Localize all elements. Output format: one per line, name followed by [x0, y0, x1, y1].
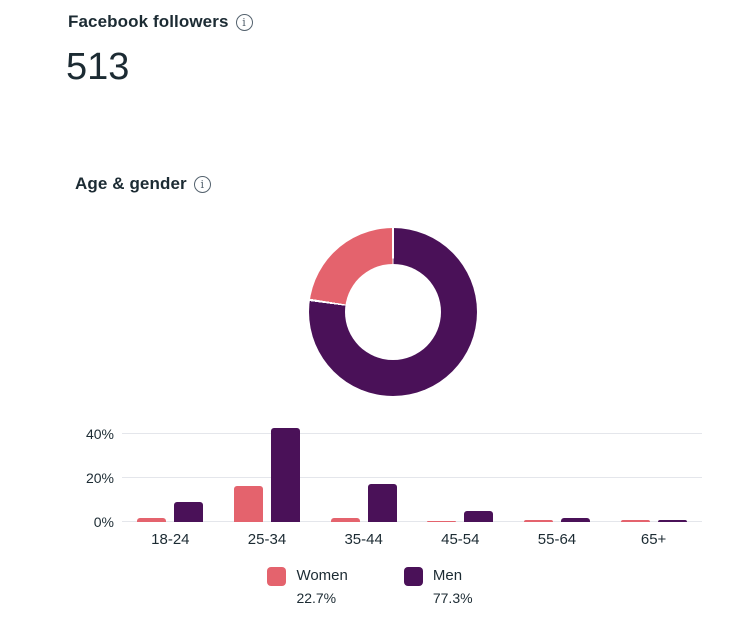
gridline-0 — [122, 521, 702, 522]
legend-text: Women 22.7% — [296, 566, 347, 607]
followers-header: Facebook followers i — [68, 12, 253, 32]
y-axis-tick-20: 20% — [85, 470, 114, 486]
donut-hole — [345, 264, 441, 360]
age-gender-title: Age & gender — [75, 174, 187, 193]
x-axis-label-18-24: 18-24 — [151, 531, 190, 548]
y-axis-tick-0: 0% — [93, 514, 114, 530]
bar-women-35-44[interactable] — [330, 517, 360, 522]
y-axis-tick-40: 40% — [85, 426, 114, 442]
bar-women-55-64[interactable] — [523, 520, 553, 522]
bar-women-65+[interactable] — [620, 520, 650, 522]
followers-title: Facebook followers — [68, 12, 229, 31]
bar-group-35-44 — [316, 483, 412, 522]
legend-percentage: 22.7% — [296, 590, 337, 606]
x-axis-label-35-44: 35-44 — [344, 531, 383, 548]
bar-men-55-64[interactable] — [560, 517, 590, 522]
bar-men-18-24[interactable] — [174, 502, 204, 522]
bar-group-55-64 — [509, 517, 605, 522]
legend-item-women: Women 22.7% — [267, 566, 348, 607]
legend-label: Men — [432, 567, 463, 584]
legend-percentage: 77.3% — [432, 590, 473, 606]
x-axis-labels: 18-24 25-34 35-44 45-54 55-64 65+ — [122, 531, 702, 548]
bar-men-25-34[interactable] — [270, 427, 300, 522]
bar-women-18-24[interactable] — [137, 517, 167, 522]
bar-women-25-34[interactable] — [233, 485, 263, 522]
bar-group-65+ — [606, 519, 702, 522]
followers-count: 513 — [66, 46, 130, 88]
bar-plot-groups — [122, 423, 702, 522]
legend-swatch-men — [403, 567, 423, 586]
bar-women-45-54[interactable] — [427, 520, 457, 522]
age-gender-bar-chart — [122, 423, 702, 522]
bar-men-65+[interactable] — [657, 519, 687, 522]
x-axis-label-45-54: 45-54 — [441, 531, 480, 548]
bar-men-35-44[interactable] — [367, 483, 397, 522]
legend-label: Women — [296, 567, 348, 584]
age-gender-header: Age & gender i — [75, 174, 211, 194]
legend-item-men: Men 77.3% — [403, 566, 473, 607]
gridline-40 — [122, 433, 702, 434]
legend-text: Men 77.3% — [433, 566, 473, 607]
x-axis-label-25-34: 25-34 — [247, 531, 287, 548]
chart-legend: Women 22.7% Men 77.3% — [0, 566, 740, 607]
x-axis-label-55-64: 55-64 — [537, 531, 577, 548]
x-axis-label-65+: 65+ — [640, 531, 667, 548]
bar-men-45-54[interactable] — [464, 510, 494, 522]
bar-group-45-54 — [412, 510, 508, 522]
gender-donut-chart[interactable] — [309, 228, 477, 396]
legend-swatch-women — [267, 567, 287, 586]
gridline-20 — [122, 477, 702, 478]
bar-group-25-34 — [219, 427, 315, 522]
info-icon[interactable]: i — [193, 175, 211, 193]
bar-group-18-24 — [122, 502, 218, 522]
info-icon[interactable]: i — [235, 13, 253, 31]
